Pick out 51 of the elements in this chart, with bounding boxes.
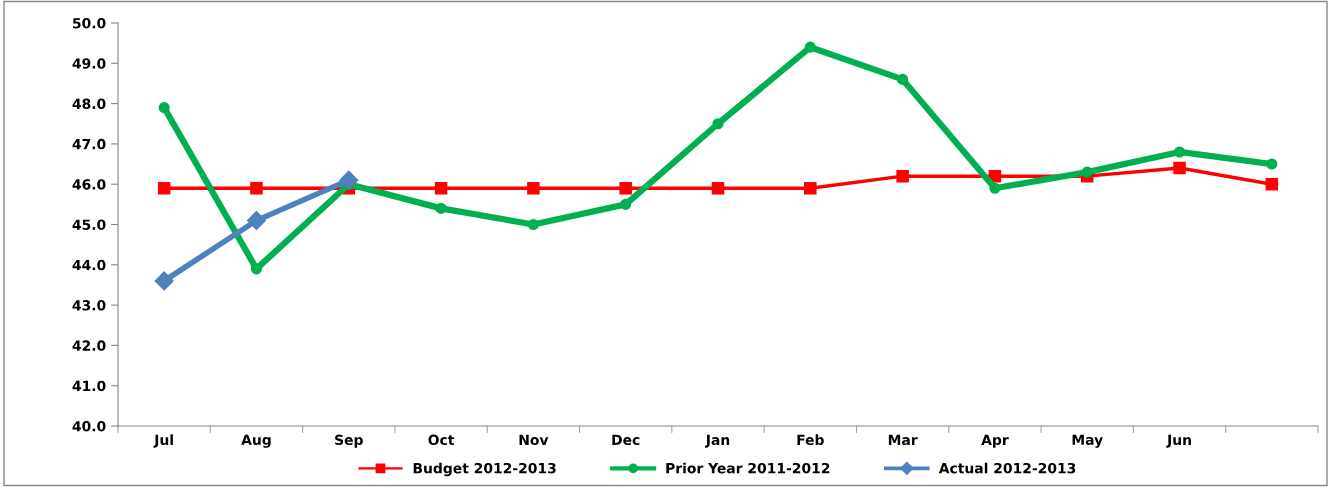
x-tick-label: May <box>1072 434 1103 448</box>
point <box>896 169 909 183</box>
point <box>339 170 359 190</box>
point <box>1265 177 1279 191</box>
point <box>711 181 725 195</box>
legend-label: Budget 2012-2013 <box>413 462 556 477</box>
y-tick-label: 48.0 <box>72 98 106 110</box>
point <box>1266 158 1278 170</box>
x-tick-label: Jul <box>153 434 173 448</box>
point <box>804 41 816 53</box>
point <box>157 181 171 195</box>
x-tick-label: Dec <box>612 434 640 446</box>
point <box>989 182 1001 194</box>
point <box>435 202 447 214</box>
point <box>250 181 263 195</box>
y-tick-label: 40.0 <box>72 420 106 432</box>
x-tick-label: Sep <box>335 434 363 448</box>
y-tick-label: 45.0 <box>72 219 106 230</box>
legend-label: Prior Year 2011-2012 <box>666 462 830 474</box>
y-tick-label: 49.0 <box>72 58 106 69</box>
point <box>619 181 632 195</box>
point <box>712 118 724 130</box>
x-tick-label: Mar <box>888 434 918 446</box>
x-tick-label: Jan <box>705 434 730 448</box>
point <box>897 73 909 85</box>
x-tick-label: Oct <box>428 434 455 446</box>
point <box>246 210 266 231</box>
y-tick-label: 46.0 <box>72 179 106 190</box>
point <box>804 181 817 195</box>
x-tick-label: Apr <box>981 434 1009 448</box>
point <box>1081 166 1093 178</box>
point <box>250 263 263 275</box>
point <box>527 181 540 195</box>
y-tick-label: 50.0 <box>73 17 106 29</box>
legend-label: Actual 2012-2013 <box>938 462 1076 474</box>
point <box>154 271 174 291</box>
x-tick-label: Feb <box>797 434 824 446</box>
x-tick-label: Jun <box>1166 434 1191 448</box>
y-tick-label: 43.0 <box>72 300 106 311</box>
y-tick-label: 42.0 <box>72 340 106 351</box>
point <box>527 218 539 231</box>
point <box>1173 146 1186 158</box>
point <box>158 102 170 114</box>
y-tick-label: 41.0 <box>72 380 106 392</box>
point <box>434 181 448 195</box>
x-tick-label: Aug <box>241 434 271 448</box>
x-tick-label: Nov <box>519 434 549 446</box>
y-tick-label: 47.0 <box>72 138 106 150</box>
point <box>620 198 632 210</box>
point <box>1173 161 1186 175</box>
y-tick-label: 44.0 <box>72 259 106 271</box>
